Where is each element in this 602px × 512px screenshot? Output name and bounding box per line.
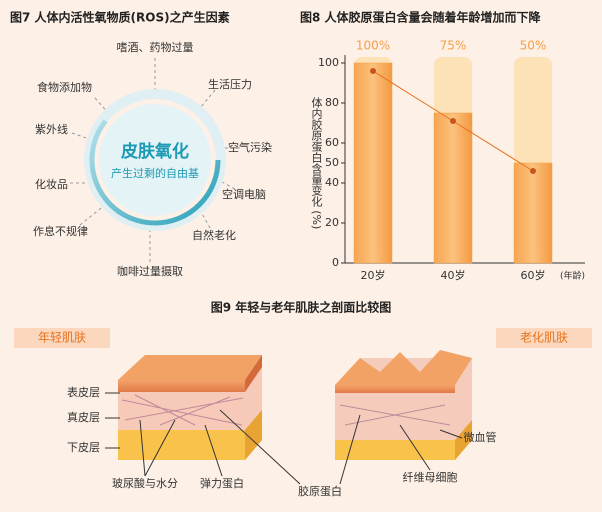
fig9-connectors: [105, 392, 463, 485]
bar: [513, 162, 553, 264]
y-tick-label: 80: [325, 96, 339, 109]
trend-dot: [370, 68, 376, 74]
value-label: 75%: [440, 39, 467, 53]
part-label: 微血管: [464, 430, 497, 444]
factor: 作息不规律: [33, 224, 88, 238]
tag-bg: [14, 328, 110, 348]
factor: 自然老化: [192, 228, 236, 242]
factor: 生活压力: [208, 77, 252, 91]
value-label: 50%: [520, 39, 547, 53]
y-tick-label: 100: [318, 56, 339, 69]
trend-dot: [450, 118, 456, 124]
fig7-title: 图7 人体内活性氧物质(ROS)之产生因素: [10, 10, 230, 25]
tag-bg: [496, 328, 592, 348]
factor: 空气污染: [228, 140, 272, 154]
x-tick-label: 60岁: [521, 268, 546, 282]
fig9-title: 图9 年轻与老年肌肤之剖面比较图: [211, 300, 392, 315]
value-label: 100%: [356, 39, 390, 53]
bar: [353, 62, 393, 264]
y-tick-label: 50: [325, 156, 339, 169]
y-tick-label: 20: [325, 216, 339, 229]
part-label: 纤维母细胞: [403, 471, 458, 484]
layer-label: 真皮层: [67, 410, 100, 424]
y-tick-label: 0: [332, 256, 339, 269]
core: [99, 104, 211, 216]
y-tick-label: 60: [325, 136, 339, 149]
y-tick-label: 40: [325, 176, 339, 189]
old-tag: 老化肌肤: [520, 330, 568, 345]
layer-label: 表皮层: [67, 385, 100, 399]
part-label: 玻尿酸与水分: [112, 476, 178, 490]
outer-ring: [84, 89, 226, 231]
x-tick-label: 20岁: [361, 268, 386, 282]
center-subtitle: 产生过剩的自由基: [111, 166, 199, 180]
fig7-connectors: [70, 58, 241, 262]
x-tick-label: 40岁: [441, 268, 466, 282]
factor: 空调电脑: [222, 187, 266, 201]
bar: [433, 112, 473, 264]
layer-label: 下皮层: [67, 441, 100, 454]
skin-old: [335, 350, 472, 460]
factor: 食物添加物: [37, 80, 92, 94]
fig8-title: 图8 人体胶原蛋白含量会随着年龄增加而下降: [300, 10, 542, 25]
factor: 化妆品: [35, 177, 68, 191]
ring: [89, 94, 221, 226]
center-title: 皮肤氧化: [121, 141, 189, 162]
part-label: 胶原蛋白: [298, 484, 342, 498]
factor: 嗜酒、药物过量: [117, 40, 194, 54]
young-tag: 年轻肌肤: [38, 330, 86, 345]
factor: 咖啡过量摄取: [117, 264, 183, 278]
trend-dot: [530, 168, 536, 174]
part-label: 弹力蛋白: [200, 476, 244, 490]
factor: 紫外线: [35, 122, 68, 136]
skin-young: [118, 355, 262, 460]
y-axis-label: 体内胶原蛋白含量变化 (%): [310, 95, 323, 229]
x-axis-label: (年龄): [560, 270, 585, 282]
